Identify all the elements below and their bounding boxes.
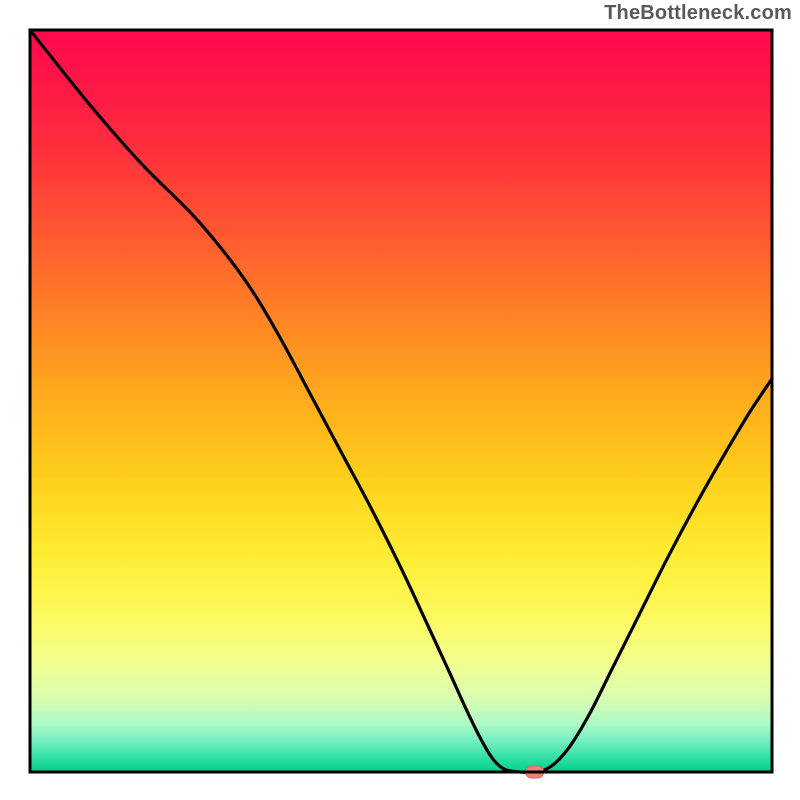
bottleneck-curve-chart <box>0 0 800 800</box>
plot-background-gradient <box>30 30 772 772</box>
watermark-text: TheBottleneck.com <box>604 2 792 25</box>
chart-frame: TheBottleneck.com <box>0 0 800 800</box>
